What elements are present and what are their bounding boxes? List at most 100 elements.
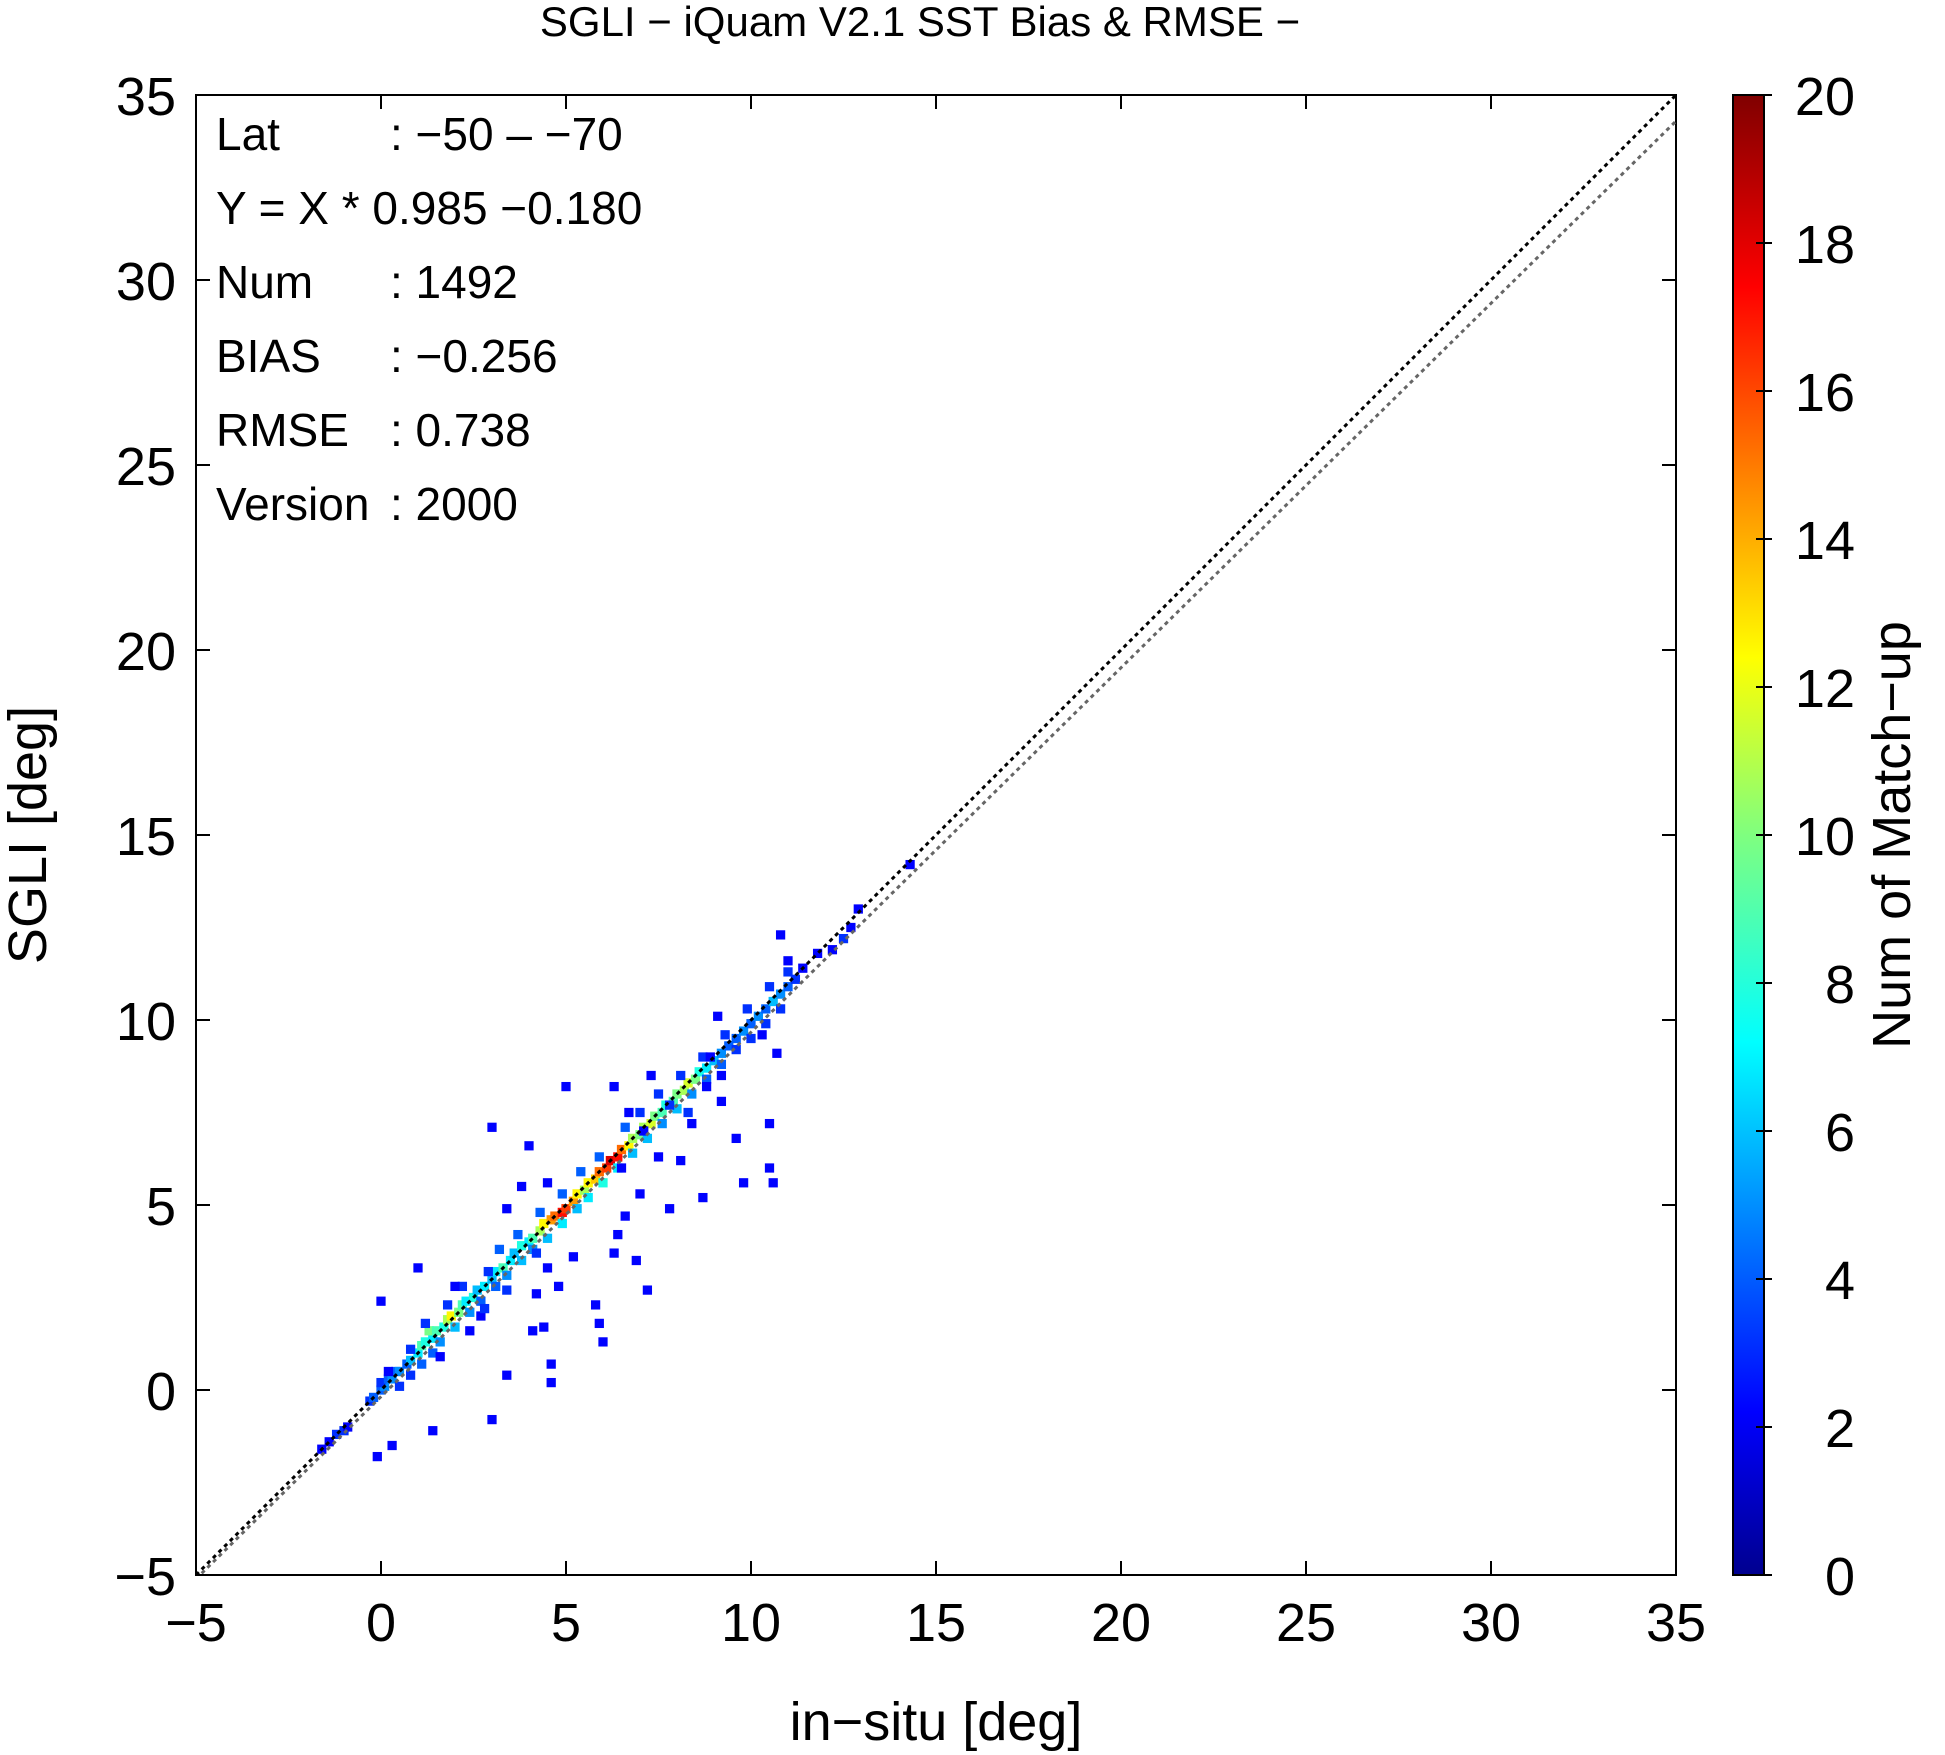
heatmap-cell	[531, 1248, 542, 1258]
colorbar-tick-label: 6	[1825, 1103, 1855, 1163]
heatmap-cell	[731, 1033, 741, 1044]
heatmap-cell	[846, 922, 856, 933]
x-tick-label: 30	[1461, 1593, 1521, 1653]
x-tick-label: 20	[1091, 1593, 1151, 1653]
colorbar-tick-label: 12	[1795, 659, 1855, 719]
heatmap-cell	[720, 1030, 730, 1040]
heatmap-cell	[613, 1152, 623, 1162]
stat-value: : 0.738	[390, 404, 531, 456]
heatmap-cell	[487, 1414, 497, 1425]
heatmap-cell	[775, 989, 786, 999]
y-tick-label: −5	[114, 1547, 176, 1607]
heatmap-cell	[783, 982, 793, 992]
y-tick-label: 5	[146, 1177, 176, 1237]
heatmap-cell	[472, 1285, 482, 1295]
heatmap-cell	[531, 1289, 542, 1299]
heatmap-cell	[687, 1089, 697, 1099]
heatmap-cell	[428, 1426, 438, 1436]
heatmap-cell	[424, 1326, 434, 1336]
heatmap-cell	[853, 904, 863, 914]
heatmap-cell	[561, 1204, 571, 1214]
heatmap-cell	[513, 1229, 523, 1240]
heatmap-cell	[417, 1359, 427, 1369]
heatmap-cell	[590, 1174, 601, 1184]
plot-area	[195, 94, 1677, 1576]
colorbar-tick-label: 18	[1795, 215, 1855, 275]
heatmap-cell	[594, 1152, 604, 1162]
heatmap-cell	[524, 1141, 534, 1151]
stat-key: Y = X * 0.985 −0.180	[216, 182, 642, 234]
colorbar-tick-label: 0	[1825, 1547, 1855, 1607]
heatmap-cell	[694, 1067, 704, 1077]
colorbar-tick-label: 2	[1825, 1399, 1855, 1459]
heatmap-cell	[627, 1148, 638, 1158]
heatmap-cell	[761, 1004, 771, 1014]
reference-lines	[196, 95, 1676, 1575]
y-tick-label: 30	[116, 252, 176, 312]
heatmap-cell	[738, 1178, 749, 1188]
heatmap-cell	[383, 1366, 394, 1377]
heatmap-cell	[768, 996, 778, 1007]
heatmap-cell	[664, 1100, 675, 1110]
heatmap-cell	[542, 1178, 553, 1188]
heatmap-cell	[557, 1218, 567, 1229]
heatmap-cell	[790, 974, 801, 984]
heatmap-cell	[576, 1167, 586, 1177]
x-tick-label: 10	[721, 1593, 781, 1653]
heatmap-cell	[772, 1048, 782, 1058]
heatmap-cell	[624, 1141, 634, 1151]
heatmap-cell	[405, 1344, 416, 1354]
heatmap-cell	[428, 1348, 438, 1358]
heatmap-cell	[568, 1252, 579, 1262]
y-tick-label: 10	[116, 992, 176, 1052]
heatmap-cell	[768, 1178, 778, 1188]
heatmap-cell	[676, 1070, 686, 1081]
heatmap-cell	[753, 1011, 764, 1021]
heatmap-cell	[775, 1004, 786, 1014]
heatmap-cell	[561, 1081, 571, 1092]
heatmap-cell	[539, 1322, 549, 1332]
stats-annotation: Lat: −50 – −70 Y = X * 0.985 −0.180 Num: 1…	[216, 108, 642, 530]
heatmap-cell	[568, 1196, 579, 1206]
y-tick-label: 20	[116, 622, 176, 682]
heatmap-cell	[542, 1263, 553, 1273]
heatmap-cell	[764, 982, 775, 992]
y-axis-label: SGLI [deg]	[0, 706, 58, 964]
heatmap-cell	[764, 1118, 775, 1129]
heatmap-cell	[487, 1122, 497, 1132]
regression-line	[197, 120, 1676, 1575]
heatmap-cell	[701, 1081, 712, 1092]
heatmap-cell	[713, 1011, 723, 1021]
chart-title: SGLI − iQuam V2.1 SST Bias & RMSE −	[540, 0, 1300, 45]
heatmap-cell	[631, 1255, 641, 1266]
heatmap-cell	[683, 1107, 693, 1118]
heatmap-cell	[657, 1107, 667, 1118]
heatmap-cell	[738, 1026, 749, 1036]
heatmap-cell	[698, 1052, 708, 1062]
heatmap-cell	[598, 1178, 608, 1188]
heatmap-cell	[757, 1030, 767, 1040]
heatmap-cell	[687, 1118, 697, 1129]
stat-key: BIAS	[216, 330, 321, 382]
heatmap-cell	[775, 930, 786, 940]
heatmap-cell	[516, 1241, 527, 1251]
heatmap-cell	[724, 1041, 734, 1051]
heatmap-cell	[479, 1303, 490, 1314]
heatmap-cell	[457, 1281, 468, 1292]
x-tick-label: 35	[1646, 1593, 1706, 1653]
heatmap-cell	[450, 1322, 460, 1332]
heatmap-cell	[646, 1118, 656, 1129]
heatmap-cell	[539, 1218, 549, 1229]
heatmap-cell	[502, 1204, 512, 1214]
x-tick-label: 5	[551, 1593, 581, 1653]
heatmap-cell	[642, 1285, 653, 1295]
colorbar-tick-label: 10	[1795, 807, 1855, 867]
heatmap-cell	[461, 1296, 471, 1306]
heatmap-cell	[620, 1211, 630, 1221]
x-tick-label: 15	[906, 1593, 966, 1653]
heatmap-cell	[546, 1377, 556, 1388]
heatmap-cell	[653, 1089, 664, 1099]
stat-value: : −0.256	[390, 330, 558, 382]
y-tick-label: 25	[116, 437, 176, 497]
